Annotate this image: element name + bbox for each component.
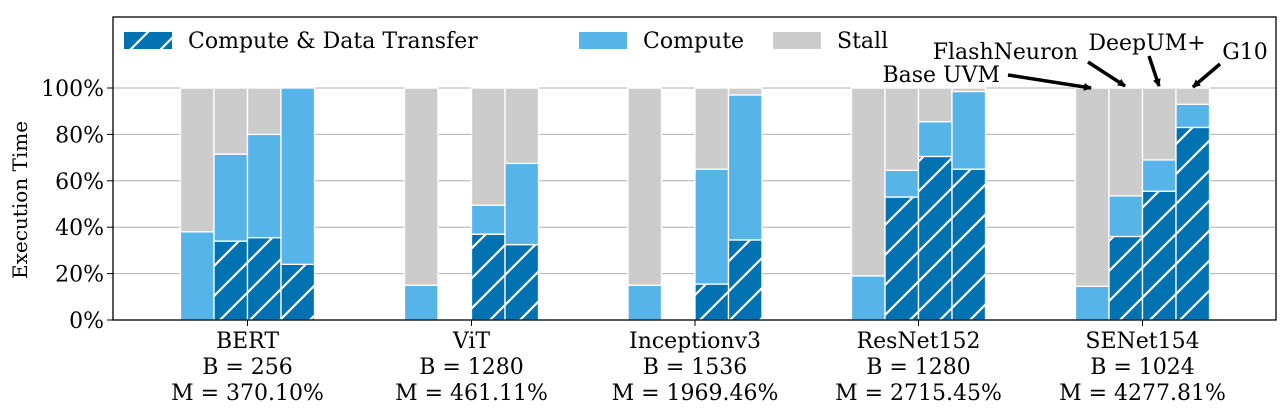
- bar-compute-data-transfer: [951, 168, 987, 321]
- bar-compute: [504, 162, 540, 246]
- x-tick-label: B = 1024: [1090, 355, 1195, 380]
- bar-compute-data-transfer: [694, 283, 730, 321]
- bar-stall: [1074, 87, 1110, 288]
- x-tick-label: M = 2715.45%: [835, 381, 1002, 406]
- bar-compute: [1175, 103, 1211, 129]
- bar-compute: [727, 94, 763, 241]
- bar-compute: [246, 133, 282, 239]
- bar-compute-data-transfer: [884, 196, 920, 321]
- annotation-label: FlashNeuron: [933, 40, 1078, 65]
- bar-stall: [850, 87, 886, 277]
- bar-stall: [951, 87, 987, 93]
- annotation-arrow: [1147, 55, 1161, 87]
- bar-compute: [179, 231, 215, 321]
- x-tick-label: ViT: [452, 329, 491, 354]
- bar-compute-data-transfer: [246, 236, 282, 321]
- legend-label: Compute & Data Transfer: [188, 29, 478, 54]
- x-tick-label: M = 4277.81%: [1059, 381, 1226, 406]
- bar-compute: [213, 153, 249, 242]
- bar-stall: [246, 87, 282, 136]
- bar-compute: [694, 168, 730, 285]
- bar-stall: [694, 87, 730, 170]
- x-tick-label: Inceptionv3: [629, 329, 761, 354]
- bar-compute: [280, 87, 316, 265]
- x-tick-label: ResNet152: [857, 329, 981, 354]
- bar-compute-data-transfer: [1108, 235, 1144, 321]
- bar-compute-data-transfer: [727, 239, 763, 321]
- bar-compute-data-transfer: [504, 243, 540, 321]
- x-tick-label: B = 1536: [643, 355, 748, 380]
- bar-compute: [951, 90, 987, 170]
- bar-compute: [1108, 195, 1144, 238]
- bar-stall: [1108, 87, 1144, 197]
- y-tick-label: 0%: [69, 309, 104, 334]
- bar-compute: [917, 120, 953, 158]
- y-tick-label: 80%: [55, 123, 104, 148]
- bar-compute: [884, 169, 920, 198]
- bar-stall: [917, 87, 953, 123]
- y-axis-label: Execution Time: [8, 121, 32, 279]
- x-tick-label: BERT: [216, 329, 279, 354]
- x-tick-label: B = 256: [202, 355, 293, 380]
- bar-compute: [470, 204, 506, 235]
- bar-compute-data-transfer: [1175, 126, 1211, 321]
- bar-compute-data-transfer: [280, 263, 316, 321]
- bar-compute: [627, 284, 663, 321]
- bar-stall: [470, 87, 506, 206]
- bar-stall: [504, 87, 540, 165]
- x-tick-label: M = 1969.46%: [612, 381, 779, 406]
- bar-compute-data-transfer: [1141, 190, 1177, 321]
- y-tick-label: 60%: [55, 170, 104, 195]
- legend-label: Stall: [837, 29, 888, 54]
- y-tick-label: 40%: [55, 216, 104, 241]
- bar-compute: [850, 275, 886, 321]
- x-tick-label: SENet154: [1085, 329, 1199, 354]
- x-tick-label: B = 1280: [866, 355, 971, 380]
- x-tick-label: B = 1280: [419, 355, 524, 380]
- bar-compute: [1074, 285, 1110, 321]
- legend-swatch: [124, 32, 172, 49]
- bar-compute: [1141, 159, 1177, 192]
- annotation-label: DeepUM+: [1088, 31, 1205, 56]
- bar-stall: [1175, 87, 1211, 105]
- bar-compute: [403, 284, 439, 321]
- bar-stall: [727, 87, 763, 96]
- y-tick-label: 20%: [55, 263, 104, 288]
- annotation-arrow: [1007, 73, 1092, 91]
- bar-compute-data-transfer: [470, 233, 506, 321]
- annotation-arrow: [1191, 62, 1222, 89]
- annotation-arrow: [1087, 60, 1126, 88]
- legend-swatch: [579, 32, 627, 49]
- bar-stall: [403, 87, 439, 286]
- annotation-label: G10: [1222, 40, 1268, 65]
- legend-swatch: [773, 32, 821, 49]
- bar-compute-data-transfer: [917, 155, 953, 321]
- annotation-label: Base UVM: [882, 63, 1000, 88]
- bar-stall: [179, 87, 215, 233]
- bar-stall: [1141, 87, 1177, 161]
- bar-stall: [627, 87, 663, 286]
- bar-compute-data-transfer: [213, 240, 249, 321]
- bar-stall: [884, 87, 920, 172]
- x-tick-label: M = 370.10%: [171, 381, 324, 406]
- legend-label: Compute: [643, 29, 744, 54]
- x-tick-label: M = 461.11%: [395, 381, 548, 406]
- y-tick-label: 100%: [41, 77, 104, 102]
- bar-stall: [213, 87, 249, 155]
